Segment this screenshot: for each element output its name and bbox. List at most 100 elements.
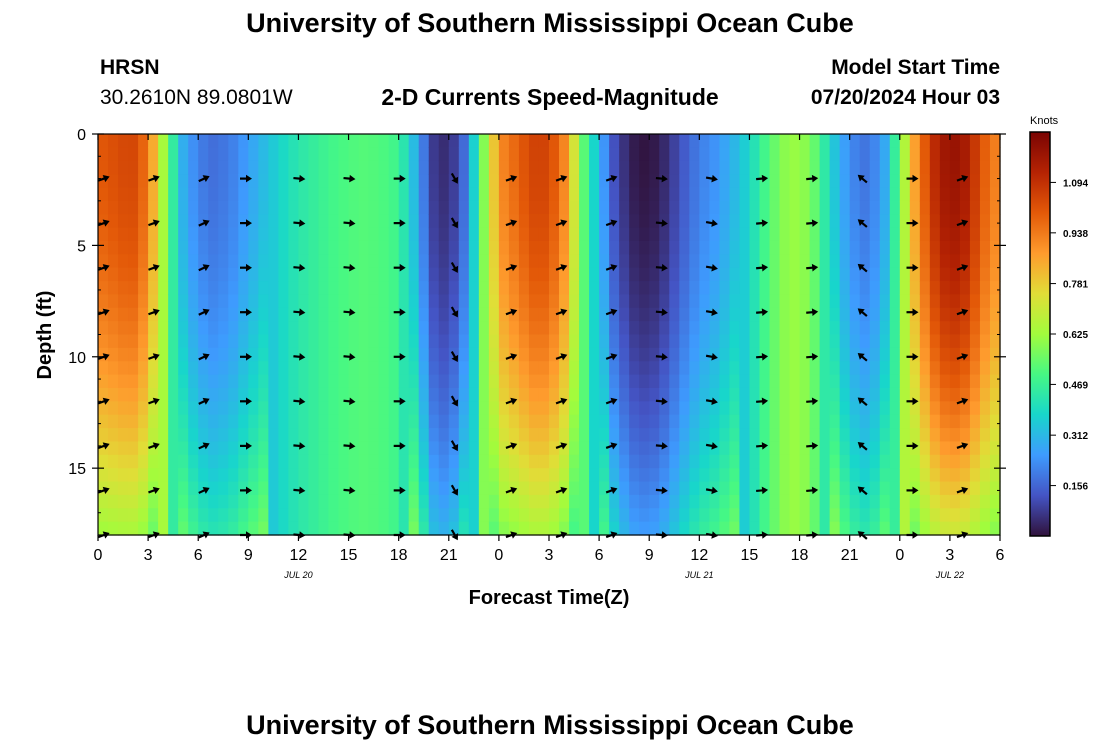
heatmap-cell	[98, 267, 109, 282]
current-vector-arrow	[806, 219, 819, 227]
heatmap-cell	[398, 240, 410, 255]
heatmap-cell	[819, 334, 831, 349]
heatmap-cell	[118, 134, 129, 148]
heatmap-cell	[699, 240, 710, 255]
heatmap-cell	[899, 401, 911, 416]
heatmap-cell	[759, 281, 771, 295]
current-vector-arrow	[756, 219, 769, 227]
heatmap-cell	[749, 521, 761, 536]
heatmap-cell	[468, 254, 480, 269]
heatmap-cell	[508, 200, 520, 215]
heatmap-cell	[799, 134, 811, 148]
heatmap-cell	[919, 521, 931, 536]
heatmap-cell	[649, 441, 660, 456]
heatmap-cell	[248, 200, 259, 215]
heatmap-cell	[318, 160, 330, 175]
heatmap-cell	[709, 428, 720, 443]
heatmap-cell	[168, 307, 179, 322]
heatmap-cell	[258, 227, 269, 242]
heatmap-cell	[989, 387, 1001, 402]
heatmap-cell	[749, 240, 761, 255]
heatmap-cell	[829, 494, 841, 509]
heatmap-cell	[348, 147, 360, 162]
heatmap-cell	[518, 227, 530, 242]
heatmap-cell	[308, 334, 320, 349]
heatmap-cell	[158, 174, 169, 189]
heatmap-cell	[619, 494, 630, 509]
heatmap-cell	[569, 134, 580, 148]
heatmap-cell	[929, 227, 941, 242]
heatmap-cell	[599, 200, 610, 215]
heatmap-cell	[238, 454, 249, 469]
heatmap-cell	[528, 401, 540, 416]
heatmap-cell	[108, 200, 119, 215]
heatmap-cell	[98, 361, 109, 376]
heatmap-cell	[438, 508, 450, 523]
heatmap-cell	[198, 174, 209, 189]
heatmap-cell	[498, 361, 510, 376]
heatmap-cell	[559, 401, 570, 416]
heatmap-cell	[809, 361, 821, 376]
heatmap-cell	[589, 441, 600, 456]
current-vector-arrow	[705, 219, 718, 227]
heatmap-cell	[358, 401, 370, 416]
heatmap-cell	[198, 508, 209, 523]
heatmap-cell	[128, 214, 139, 229]
heatmap-cell	[108, 428, 119, 443]
heatmap-cell	[579, 387, 590, 402]
current-vector-arrow	[198, 442, 210, 450]
heatmap-cell	[739, 414, 751, 429]
heatmap-cell	[859, 294, 871, 309]
heatmap-cell	[228, 428, 239, 443]
heatmap-cell	[699, 187, 710, 202]
heatmap-cell	[318, 401, 330, 416]
heatmap-cell	[488, 401, 500, 416]
heatmap-cell	[769, 174, 781, 189]
heatmap-cell	[378, 468, 390, 483]
heatmap-cell	[148, 414, 159, 429]
heatmap-cell	[118, 481, 129, 496]
heatmap-cell	[138, 321, 149, 336]
heatmap-cell	[208, 481, 219, 496]
heatmap-cell	[168, 441, 179, 456]
heatmap-cell	[368, 174, 380, 189]
heatmap-cell	[889, 174, 901, 189]
heatmap-cell	[288, 307, 300, 322]
heatmap-cell	[729, 147, 741, 162]
heatmap-cell	[138, 254, 149, 269]
heatmap-cell	[398, 481, 410, 496]
heatmap-cell	[518, 134, 530, 148]
heatmap-cell	[428, 160, 440, 175]
heatmap-cell	[188, 441, 199, 456]
heatmap-cell	[248, 214, 259, 229]
heatmap-cell	[508, 454, 520, 469]
heatmap-cell	[889, 254, 901, 269]
heatmap-cell	[609, 134, 620, 148]
heatmap-cell	[549, 374, 560, 389]
heatmap-cell	[839, 428, 851, 443]
heatmap-cell	[428, 240, 440, 255]
current-vector-arrow	[956, 175, 969, 183]
heatmap-cell	[849, 174, 861, 189]
heatmap-cell	[969, 441, 981, 456]
heatmap-cell	[679, 374, 690, 389]
heatmap-cell	[188, 334, 199, 349]
heatmap-cell	[729, 401, 741, 416]
heatmap-cell	[308, 347, 320, 362]
heatmap-cell	[819, 481, 831, 496]
heatmap-cell	[188, 294, 199, 309]
heatmap-cell	[188, 521, 199, 536]
heatmap-cell	[488, 321, 500, 336]
heatmap-cell	[589, 240, 600, 255]
heatmap-cell	[208, 468, 219, 483]
heatmap-cell	[949, 401, 961, 416]
heatmap-cell	[549, 481, 560, 496]
heatmap-cell	[949, 428, 961, 443]
heatmap-cell	[769, 414, 781, 429]
heatmap-cell	[128, 347, 139, 362]
heatmap-cell	[739, 227, 751, 242]
heatmap-cell	[949, 454, 961, 469]
heatmap-cell	[518, 361, 530, 376]
heatmap-cell	[208, 401, 219, 416]
heatmap-cell	[649, 187, 660, 202]
